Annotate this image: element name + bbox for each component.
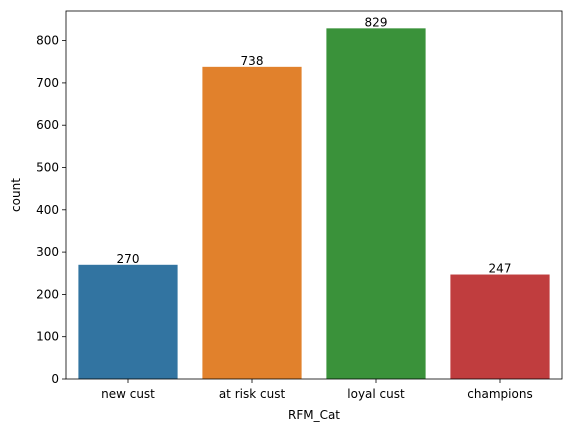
- data-label: 829: [365, 15, 388, 29]
- plot-frame: [65, 10, 563, 380]
- y-tick-label: 500: [36, 161, 59, 175]
- y-tick-label: 0: [51, 372, 59, 386]
- data-label: 270: [117, 252, 140, 266]
- bar-champions: [450, 274, 550, 379]
- y-tick-label: 800: [36, 34, 59, 48]
- y-tick-label: 600: [36, 118, 59, 132]
- y-tick-label: 200: [36, 287, 59, 301]
- y-tick-label: 400: [36, 203, 59, 217]
- y-axis-title: count: [9, 178, 23, 212]
- y-tick-label: 300: [36, 245, 59, 259]
- bar-loyal-cust: [326, 28, 426, 379]
- data-label: 247: [489, 262, 512, 276]
- y-tick-label: 700: [36, 76, 59, 90]
- x-tick-label: at risk cust: [219, 387, 286, 401]
- x-tick-label: champions: [467, 387, 532, 401]
- x-tick-label: loyal cust: [347, 387, 405, 401]
- bar-new-cust: [78, 264, 178, 379]
- bar-at-risk-cust: [202, 66, 302, 380]
- y-tick-label: 100: [36, 330, 59, 344]
- bars-group: [78, 28, 550, 380]
- x-axis-title: RFM_Cat: [288, 408, 340, 422]
- data-labels-group: 270 738 829 247: [117, 15, 512, 275]
- y-axis-ticks: 0 100 200 300 400 500 600 700 800: [36, 34, 66, 386]
- x-axis-ticks: new cust at risk cust loyal cust champions: [101, 379, 533, 401]
- x-tick-label: new cust: [101, 387, 155, 401]
- data-label: 738: [241, 54, 264, 68]
